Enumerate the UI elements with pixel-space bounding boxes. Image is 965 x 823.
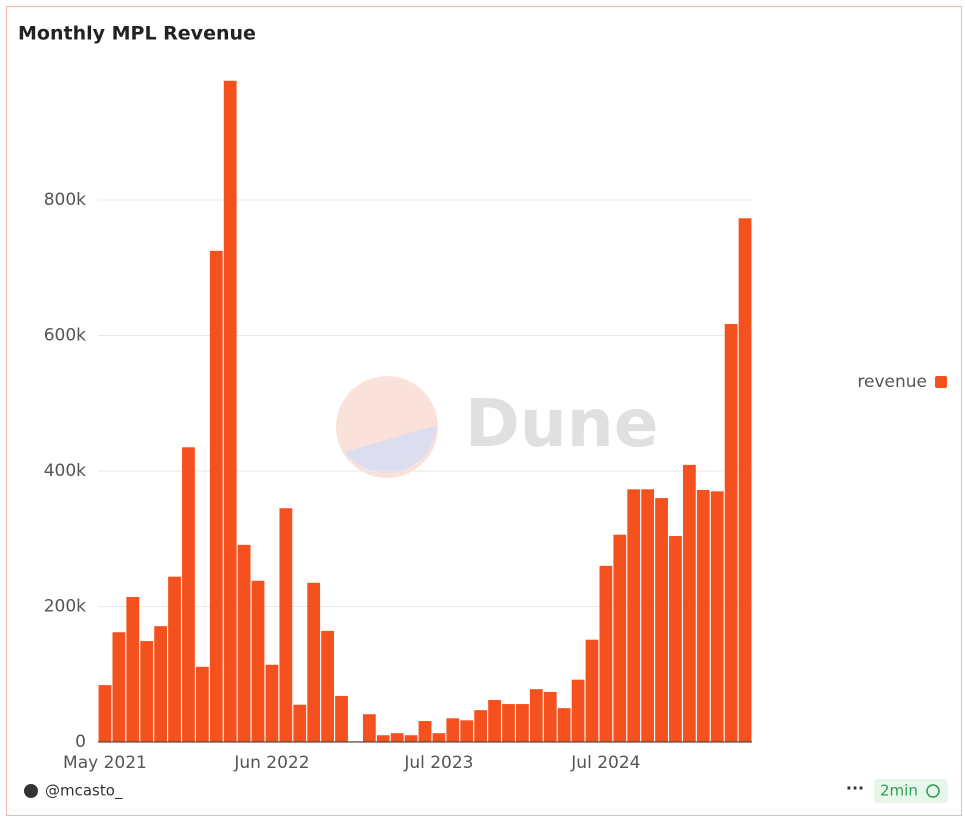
refresh-icon — [926, 784, 940, 798]
bar — [738, 218, 752, 743]
y-tick-label: 800k — [44, 190, 86, 210]
bar — [627, 489, 641, 742]
y-tick-label: 400k — [44, 461, 86, 481]
bar — [613, 534, 627, 742]
bar — [446, 718, 460, 742]
bar — [140, 641, 154, 742]
bar — [154, 626, 168, 742]
bar — [724, 323, 738, 742]
bar — [209, 250, 223, 742]
x-tick-label: May 2021 — [63, 753, 147, 773]
bar — [529, 689, 543, 742]
bar — [126, 597, 140, 742]
bar — [237, 544, 251, 742]
bar — [362, 714, 376, 742]
y-tick-label: 0 — [75, 732, 86, 752]
bar — [599, 565, 613, 742]
bar — [279, 508, 293, 742]
x-tick-label: Jul 2024 — [570, 753, 640, 773]
bar — [696, 489, 710, 742]
bar — [571, 679, 585, 742]
more-menu[interactable]: ··· — [846, 779, 864, 798]
bar — [516, 704, 529, 742]
author-avatar — [24, 784, 38, 798]
bar — [223, 80, 237, 742]
bar — [543, 691, 557, 742]
bar — [390, 733, 404, 742]
bar — [307, 582, 321, 742]
bar — [502, 704, 515, 742]
bar — [335, 695, 348, 742]
bar — [376, 735, 390, 742]
author[interactable]: @mcasto_ — [45, 782, 123, 801]
bar — [585, 639, 599, 742]
watermark: Dune — [336, 376, 659, 478]
watermark-text: Dune — [465, 385, 659, 462]
legend-label: revenue — [857, 372, 927, 392]
x-tick-label: Jul 2023 — [403, 753, 473, 773]
bar — [98, 685, 112, 742]
bar — [641, 489, 655, 742]
bar — [432, 733, 446, 742]
chart-title: Monthly MPL Revenue — [18, 23, 256, 45]
bar — [655, 498, 668, 742]
bar — [293, 704, 307, 742]
bar — [182, 447, 195, 742]
bar — [682, 464, 696, 742]
bar — [474, 710, 488, 742]
watermark-logo-part — [345, 425, 437, 473]
bar — [321, 630, 334, 742]
y-tick-label: 200k — [44, 597, 86, 617]
legend-swatch — [935, 376, 947, 388]
y-tick-label: 600k — [44, 326, 86, 346]
bar — [168, 576, 181, 742]
bar — [112, 632, 126, 742]
refresh-badge — [874, 779, 948, 803]
bar — [195, 666, 209, 742]
bar — [710, 491, 724, 742]
x-tick-label: Jun 2022 — [233, 753, 309, 773]
bar — [488, 699, 501, 742]
bar — [251, 580, 265, 742]
bar — [418, 720, 432, 742]
bar — [557, 708, 571, 742]
refresh-time: 2min — [880, 782, 918, 800]
bar — [460, 720, 474, 742]
bar — [265, 664, 279, 742]
bar — [404, 735, 418, 742]
bar — [669, 536, 682, 742]
